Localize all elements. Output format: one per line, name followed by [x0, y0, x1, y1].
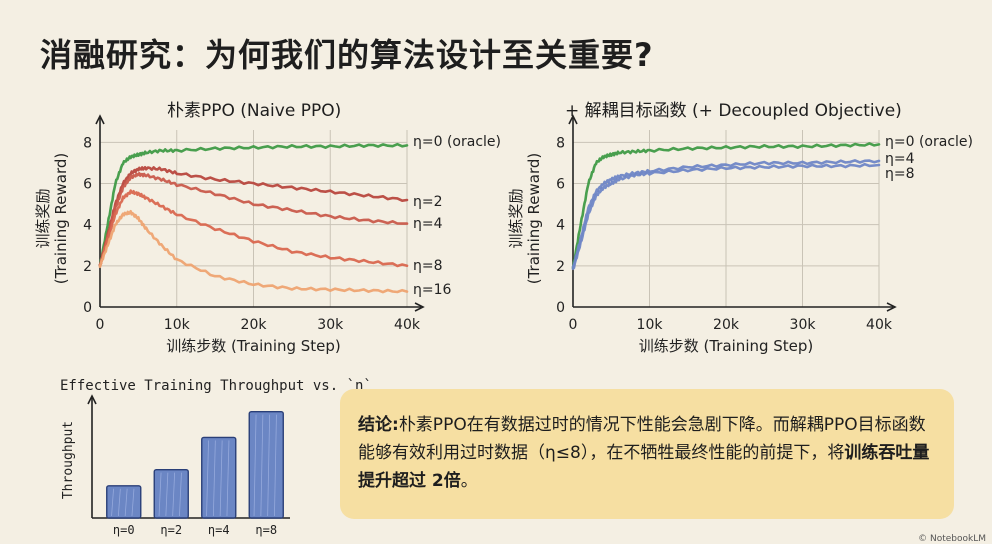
x-tick-label: 40k	[394, 317, 421, 333]
x-axis-label: 训练步数 (Training Step)	[166, 337, 341, 355]
bar-hatch	[260, 414, 264, 517]
y-tick-label: 4	[556, 218, 565, 234]
y-axis-label-line: 训练奖励	[507, 188, 525, 248]
x-tick-label: 30k	[790, 317, 817, 333]
series-line	[571, 142, 881, 270]
y-tick-label: 6	[83, 177, 92, 193]
x-tick-label: 10k	[164, 317, 191, 333]
right-chart-title: + 解耦目标函数 (+ Decoupled Objective)	[565, 101, 902, 121]
x-tick-label: 0	[569, 317, 578, 333]
series-line	[98, 189, 409, 268]
y-tick-label: 8	[556, 135, 565, 151]
slide-title: 消融研究：为何我们的算法设计至关重要?	[40, 36, 654, 74]
bar-hatch	[165, 472, 169, 517]
y-tick-label: 8	[83, 135, 92, 151]
series-line	[98, 142, 409, 268]
bar-hatch	[226, 440, 230, 517]
y-axis-label-line: 训练奖励	[34, 188, 52, 248]
bar-y-axis-label: Throughput	[61, 421, 76, 499]
bar-hatch	[131, 488, 135, 517]
x-axis-label: 训练步数 (Training Step)	[639, 337, 814, 355]
bar-hatch	[179, 472, 182, 517]
bar-category-label: η=8	[255, 523, 277, 537]
series-label: η=4	[413, 216, 443, 232]
series-label: η=0 (oracle)	[413, 134, 501, 150]
y-axis-label-line: (Training Reward)	[525, 153, 543, 285]
series-label: η=8	[885, 166, 915, 182]
x-tick-label: 10k	[637, 317, 664, 333]
bar-category-label: η=2	[160, 523, 182, 537]
y-tick-label: 0	[83, 300, 92, 316]
x-tick-label: 30k	[317, 317, 344, 333]
throughput-bar-chart: Effective Training Throughput vs. `η` Thr…	[60, 378, 372, 537]
bar-hatch	[274, 414, 277, 517]
series-label: η=8	[413, 258, 443, 274]
conclusion-highlight: 训练吞吐量提升超过 2倍	[358, 443, 930, 491]
x-tick-label: 40k	[866, 317, 893, 333]
bar-y-axis-arrow	[87, 394, 97, 405]
y-tick-label: 2	[556, 259, 565, 275]
series-line	[571, 162, 881, 271]
y-axis-arrow	[95, 114, 105, 125]
x-axis-arrow	[414, 302, 425, 312]
bar-hatch	[124, 488, 128, 517]
bar-category-label: η=0	[113, 523, 135, 537]
y-tick-label: 6	[556, 177, 565, 193]
left-chart-title: 朴素PPO (Naive PPO)	[167, 101, 342, 121]
y-tick-label: 2	[83, 259, 92, 275]
y-axis-label-line: (Training Reward)	[52, 153, 70, 285]
bar-hatch	[206, 440, 209, 517]
conclusion-label: 结论:	[358, 415, 399, 435]
conclusion-box: 结论:朴素PPO在有数据过时的情况下性能会急剧下降。而解耦PPO目标函数能够有效…	[340, 389, 954, 519]
bar-hatch	[117, 488, 121, 517]
series-line	[98, 172, 409, 266]
bar-hatch	[219, 440, 223, 517]
bar-hatch	[111, 488, 114, 517]
bar-category-label: η=4	[208, 523, 230, 537]
series-line	[98, 166, 409, 267]
y-axis-arrow	[568, 114, 578, 125]
series-label: η=16	[413, 282, 452, 298]
bar-hatch	[158, 472, 162, 517]
bar-hatch	[267, 414, 271, 517]
x-axis-arrow	[886, 302, 897, 312]
series-label: η=2	[413, 194, 443, 210]
decoupled-chart: 0 2 4 6 8 0 10k 20k 30k 40k 训练步数 (Training Step) 训练…	[507, 114, 973, 355]
bar-hatch	[172, 472, 176, 517]
x-tick-label: 0	[96, 317, 105, 333]
x-tick-label: 20k	[713, 317, 740, 333]
bar-chart-title: Effective Training Throughput vs. `η`	[60, 378, 372, 394]
x-tick-label: 20k	[241, 317, 268, 333]
y-axis-label: 训练奖励(Training Reward)	[507, 153, 543, 285]
y-tick-label: 4	[83, 218, 92, 234]
series-label: η=4	[885, 151, 915, 167]
bar-hatch	[253, 414, 257, 517]
series-label: η=0 (oracle)	[885, 134, 973, 150]
bar-hatch	[212, 440, 216, 517]
credit-label: © NotebookLM	[918, 534, 986, 544]
y-axis-label: 训练奖励(Training Reward)	[34, 153, 70, 285]
conclusion-text: 朴素PPO在有数据过时的情况下性能会急剧下降。而解耦PPO目标函数能够有效利用过…	[358, 415, 926, 463]
series-line	[98, 210, 409, 294]
naive-ppo-chart: 0 2 4 6 8 0 10k 20k 30k 40k 训练步数 (Training Step) 训练…	[34, 114, 501, 355]
y-tick-label: 0	[556, 300, 565, 316]
conclusion-end: 。	[460, 471, 478, 491]
